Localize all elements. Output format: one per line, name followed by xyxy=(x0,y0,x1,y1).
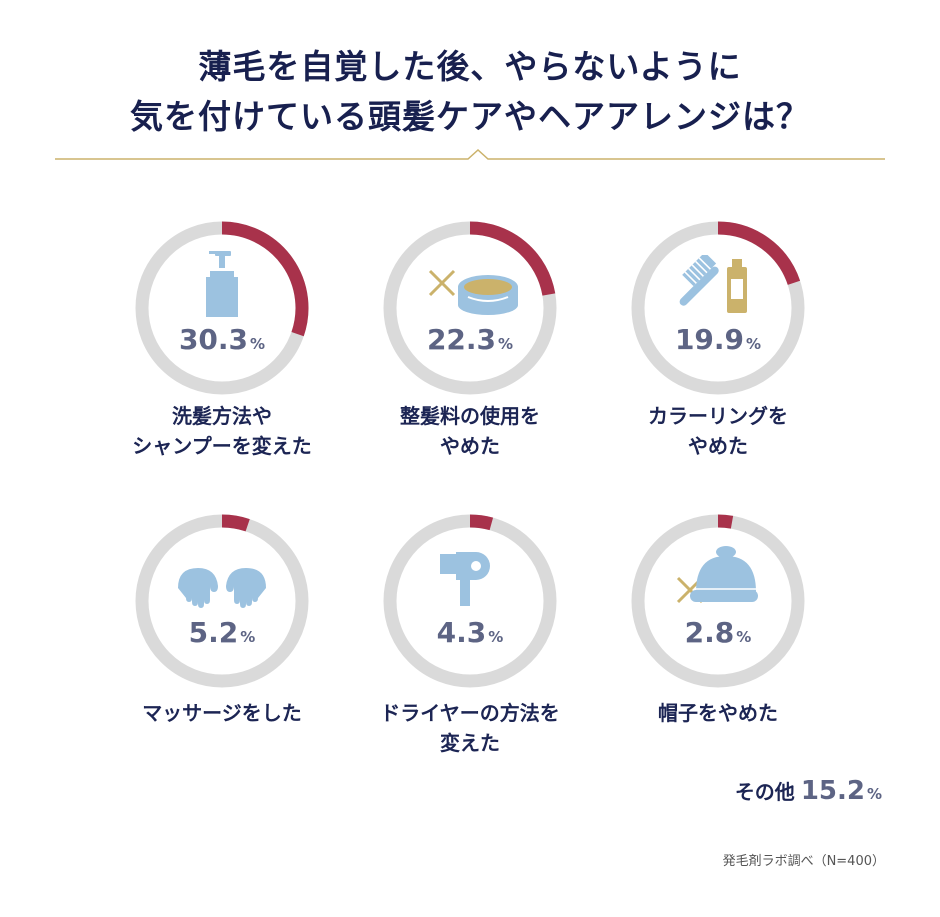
item-label-line-2: シャンプーを変えた xyxy=(132,434,312,458)
item-label: カラーリングを やめた xyxy=(568,401,868,461)
item-label-line-1: 洗髪方法や xyxy=(172,404,272,428)
item-label: 帽子をやめた xyxy=(568,698,868,728)
result-card-styling: 22.3% 整髪料の使用を やめた xyxy=(320,215,620,465)
value-number: 19.9 xyxy=(674,323,745,356)
ring-value-arc xyxy=(717,514,734,529)
donut-chart xyxy=(135,221,309,395)
donut-chart xyxy=(383,221,557,395)
hair-wax-jar-icon xyxy=(428,269,518,315)
percentage-value: 4.3% xyxy=(320,616,620,649)
value-number: 5.2 xyxy=(188,616,239,649)
value-unit: % xyxy=(240,628,256,646)
percentage-value: 2.8% xyxy=(568,616,868,649)
other-unit: % xyxy=(866,785,882,803)
item-label: ドライヤーの方法を 変えた xyxy=(320,698,620,758)
value-number: 30.3 xyxy=(178,323,249,356)
item-label: マッサージをした xyxy=(72,698,372,728)
result-card-hat: 2.8% 帽子をやめた xyxy=(568,508,868,758)
knit-hat-icon xyxy=(676,546,758,604)
result-card-coloring: 19.9% カラーリングを やめた xyxy=(568,215,868,465)
percentage-value: 19.9% xyxy=(568,323,868,356)
item-label: 洗髪方法や シャンプーを変えた xyxy=(72,401,372,461)
value-unit: % xyxy=(488,628,504,646)
donut-chart xyxy=(631,221,805,395)
value-unit: % xyxy=(746,335,762,353)
result-card-massage: 5.2% マッサージをした xyxy=(72,508,372,758)
result-card-shampoo: 30.3% 洗髪方法や シャンプーを変えた xyxy=(72,215,372,465)
other-answer: その他 15.2% xyxy=(735,776,882,806)
donut-chart xyxy=(383,514,557,688)
title-line-2: 気を付けている頭髪ケアやヘアアレンジは？ xyxy=(130,97,810,136)
donut-chart xyxy=(135,514,309,688)
massage-hands-icon xyxy=(178,568,266,608)
value-number: 2.8 xyxy=(684,616,735,649)
other-label: その他 xyxy=(734,780,795,804)
item-label: 整髪料の使用を やめた xyxy=(320,401,620,461)
value-unit: % xyxy=(736,628,752,646)
value-number: 4.3 xyxy=(436,616,487,649)
item-label-line-1: カラーリングを xyxy=(648,404,788,428)
value-unit: % xyxy=(250,335,266,353)
item-label-line-2: やめた xyxy=(688,434,748,458)
pump-bottle-icon xyxy=(206,251,238,317)
percentage-value: 22.3% xyxy=(320,323,620,356)
item-label-line-2: やめた xyxy=(440,434,500,458)
title-divider xyxy=(55,148,885,160)
value-unit: % xyxy=(498,335,514,353)
source-note: 発毛剤ラボ調べ（N=400） xyxy=(722,854,885,869)
ring-value-arc xyxy=(221,221,309,337)
item-label-line-2: 変えた xyxy=(440,731,500,755)
ring-value-arc xyxy=(221,514,250,532)
donut-chart xyxy=(631,514,805,688)
hair-dryer-icon xyxy=(440,552,490,606)
ring-value-arc xyxy=(469,221,556,296)
item-label-line-1: 帽子をやめた xyxy=(658,701,778,725)
title-line-1: 薄毛を自覚した後、やらないように xyxy=(198,47,742,86)
item-label-line-1: マッサージをした xyxy=(142,701,302,725)
comb-and-dye-tube-icon xyxy=(679,255,747,313)
other-value: 15.2 xyxy=(800,776,865,806)
value-number: 22.3 xyxy=(426,323,497,356)
percentage-value: 5.2% xyxy=(72,616,372,649)
item-label-line-1: ドライヤーの方法を xyxy=(380,701,560,725)
ring-value-arc xyxy=(717,221,801,286)
ring-value-arc xyxy=(469,514,494,531)
page-title: 薄毛を自覚した後、やらないように 気を付けている頭髪ケアやヘアアレンジは？ xyxy=(0,42,940,142)
result-card-dryer: 4.3% ドライヤーの方法を 変えた xyxy=(320,508,620,758)
item-label-line-1: 整髪料の使用を xyxy=(400,404,540,428)
percentage-value: 30.3% xyxy=(72,323,372,356)
